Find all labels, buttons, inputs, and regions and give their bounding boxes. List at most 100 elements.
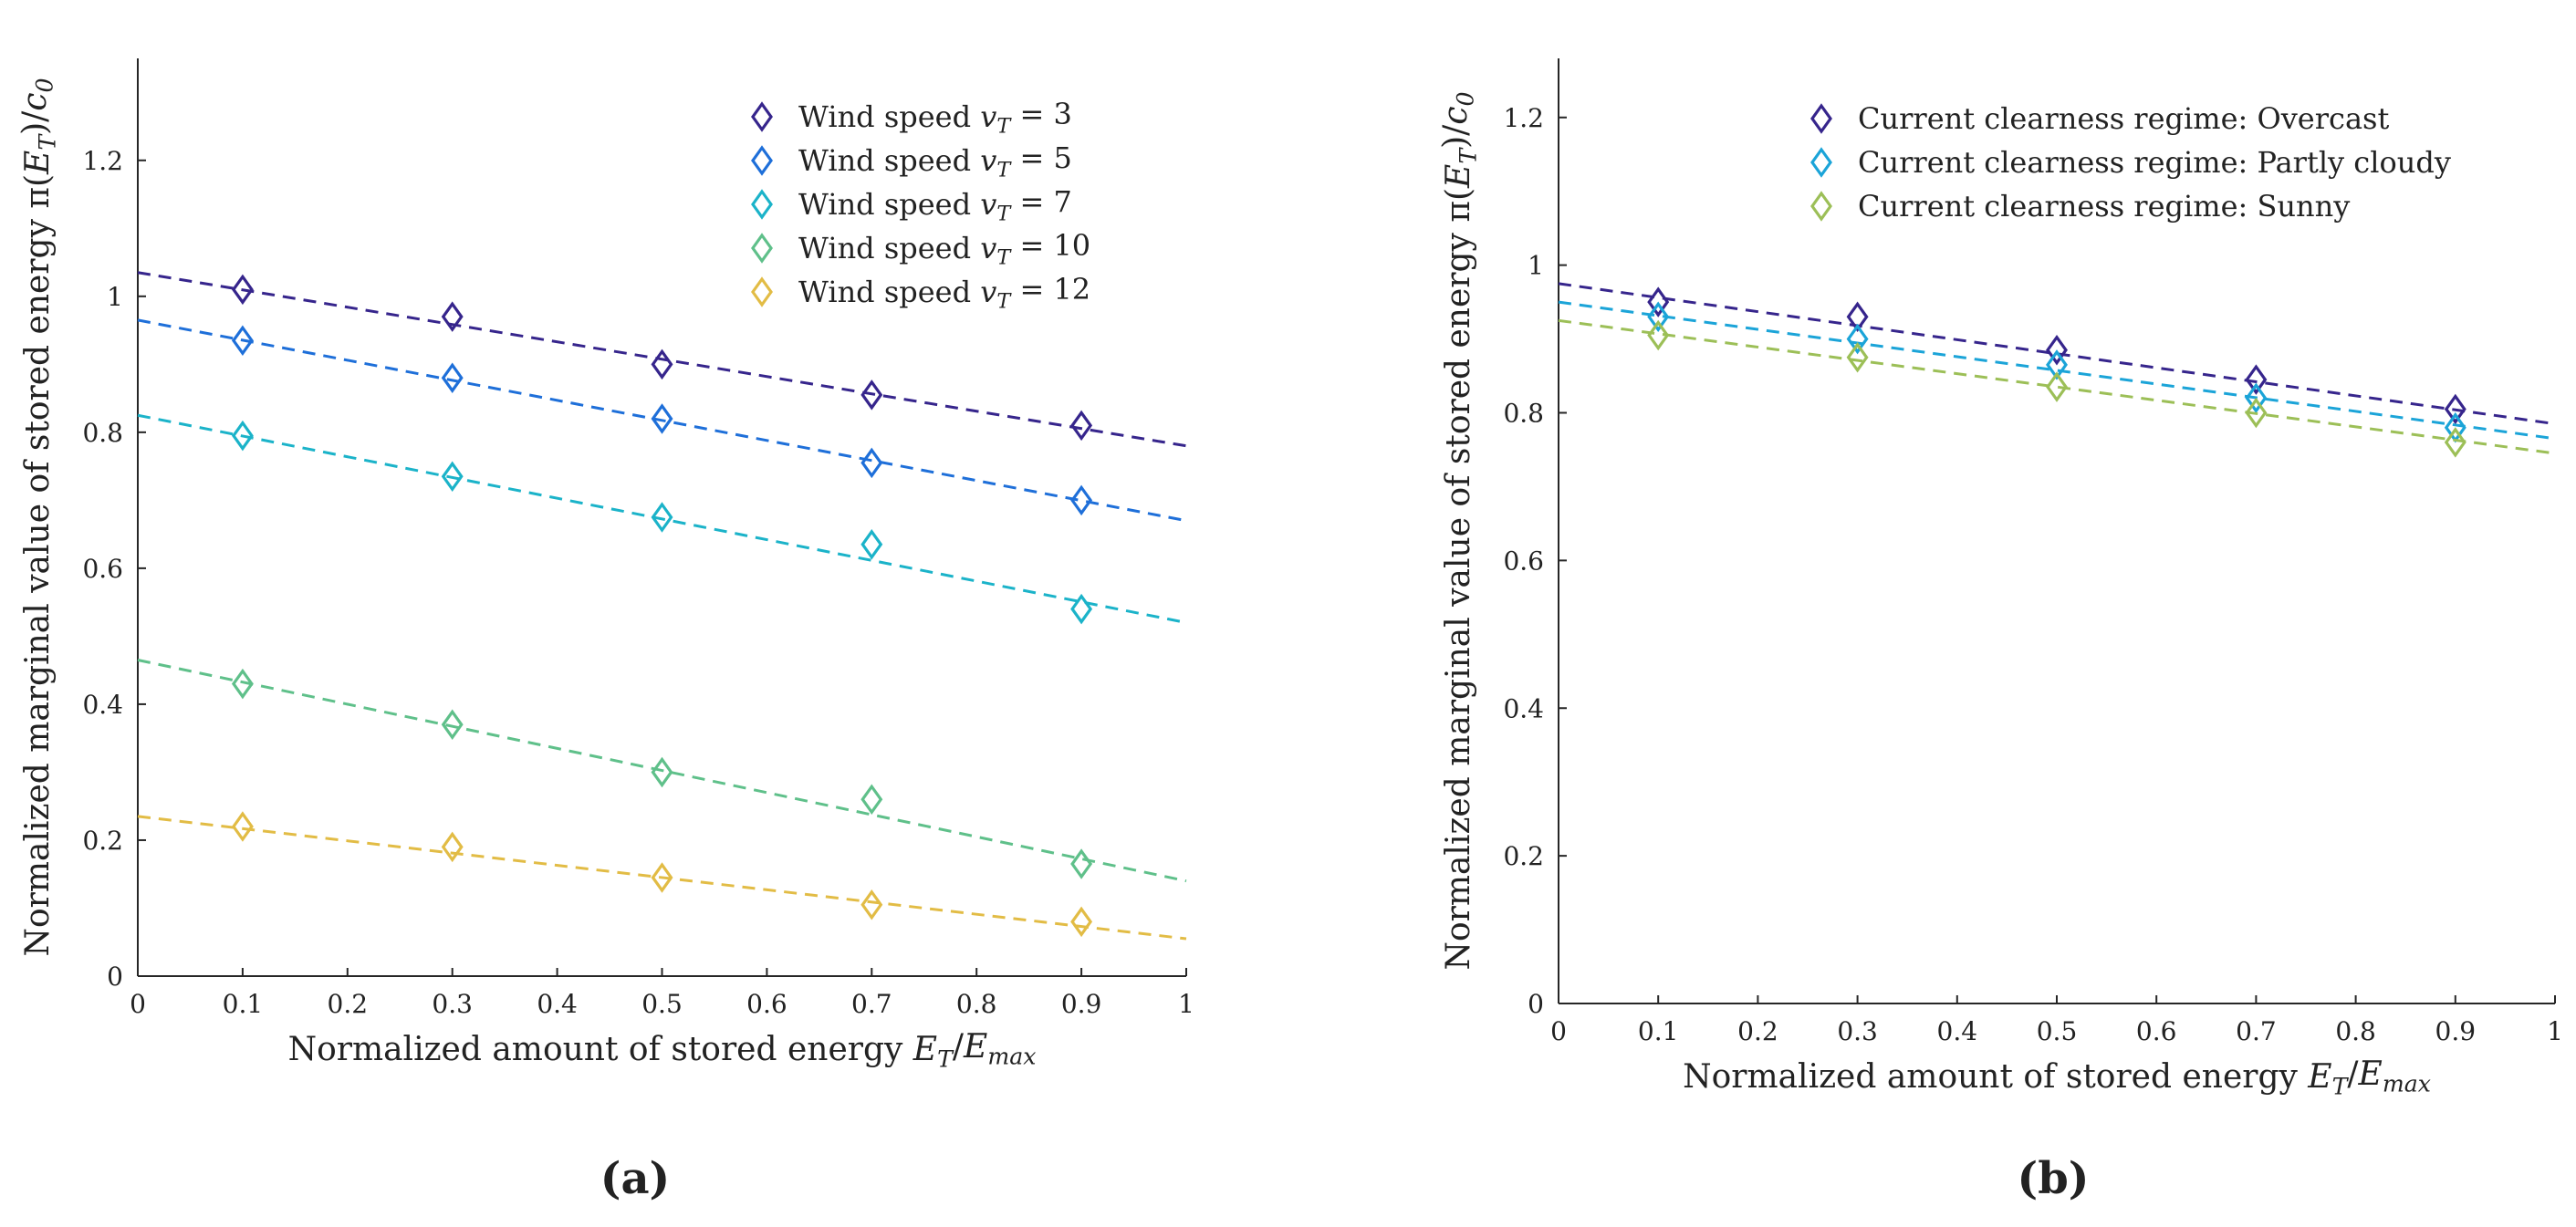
- x-tick-label: 0.8: [2335, 1016, 2376, 1046]
- data-point-marker: [2046, 349, 2068, 380]
- data-point-marker: [231, 274, 254, 306]
- panel-label: (b): [2018, 1153, 2090, 1204]
- x-tick-label: 0: [1550, 1016, 1567, 1046]
- data-point-marker: [1070, 593, 1093, 625]
- data-point-marker: [1070, 410, 1093, 442]
- data-point-marker: [651, 862, 673, 893]
- panel-label: (a): [600, 1153, 671, 1204]
- y-tick-label: 0: [107, 962, 123, 992]
- x-tick-label: 0: [130, 989, 146, 1019]
- series-fit-line: [137, 318, 1187, 523]
- data-point-marker: [441, 709, 464, 741]
- y-tick-label: 0: [1528, 989, 1544, 1019]
- data-point-marker: [2245, 382, 2268, 414]
- legend-entry: Current clearness regime: Overcast: [1858, 101, 2389, 136]
- x-axis-label: Normalized amount of stored energy ET​/E…: [288, 1028, 1037, 1073]
- x-tick-label: 0.7: [851, 989, 892, 1019]
- y-tick-label: 0.8: [1503, 399, 1544, 429]
- series-fit-line: [137, 815, 1187, 941]
- x-tick-label: 0.3: [1837, 1016, 1878, 1046]
- series-fit-line: [137, 413, 1187, 624]
- x-tick-label: 0.9: [2435, 1016, 2477, 1046]
- data-point-marker: [441, 362, 464, 393]
- y-tick-label: 0.8: [82, 418, 123, 448]
- data-point-marker: [231, 811, 254, 842]
- x-tick-label: 1: [1178, 989, 1194, 1019]
- x-tick-label: 0.6: [746, 989, 787, 1019]
- legend-marker: [1810, 103, 1832, 134]
- data-point-marker: [1846, 301, 1869, 333]
- legend-marker: [751, 233, 773, 264]
- x-tick-label: 1: [2547, 1016, 2563, 1046]
- legend-entry: Wind speed vT​ = 5: [798, 140, 1072, 182]
- chart-b: 0 0.1 0.2 0.3 0.4 0.5 0.6 0.7 0.8 0.9 1 0 0.2 0.4 0.6 0…: [1437, 58, 2563, 1204]
- legend-entry: Current clearness regime: Sunny: [1858, 189, 2350, 224]
- x-tick-label: 0.2: [1737, 1016, 1778, 1046]
- data-point-marker: [441, 461, 464, 493]
- data-point-marker: [651, 348, 673, 380]
- data-point-marker: [1070, 906, 1093, 938]
- x-tick-label: 0.6: [2136, 1016, 2177, 1046]
- x-tick-label: 0.5: [2037, 1016, 2078, 1046]
- series-fit-line: [137, 659, 1187, 883]
- data-point-marker: [651, 502, 673, 533]
- y-axis-label: Normalized marginal value of stored ener…: [1437, 91, 1482, 970]
- data-point-marker: [860, 529, 883, 560]
- data-point-marker: [231, 325, 254, 357]
- y-tick-label: 0.2: [1503, 841, 1544, 871]
- data-point-marker: [441, 831, 464, 863]
- x-tick-label: 0.3: [432, 989, 473, 1019]
- legend-marker: [1810, 147, 1832, 178]
- data-point-marker: [1647, 301, 1670, 333]
- data-point-marker: [1070, 848, 1093, 879]
- y-tick-label: 1: [1528, 251, 1544, 281]
- x-tick-label: 0.4: [1937, 1016, 1978, 1046]
- y-tick-label: 0.6: [1503, 546, 1544, 576]
- data-point-marker: [1846, 342, 1869, 373]
- data-point-marker: [441, 301, 464, 332]
- data-point-marker: [1647, 286, 1670, 317]
- x-tick-label: 0.4: [537, 989, 578, 1019]
- legend-entry: Wind speed vT​ = 12: [798, 272, 1090, 314]
- data-point-marker: [231, 420, 254, 452]
- x-tick-label: 0.8: [956, 989, 997, 1019]
- x-tick-label: 0.1: [223, 989, 264, 1019]
- legend-marker: [1810, 191, 1832, 222]
- data-point-marker: [651, 403, 673, 434]
- x-tick-label: 0.2: [328, 989, 369, 1019]
- y-tick-label: 1: [107, 282, 123, 312]
- data-point-marker: [2444, 427, 2466, 458]
- data-point-marker: [2046, 371, 2068, 402]
- data-point-marker: [231, 668, 254, 700]
- data-point-marker: [860, 447, 883, 479]
- data-point-marker: [1070, 484, 1093, 516]
- chart-a: 0 0.1 0.2 0.3 0.4 0.5 0.6 0.7 0.8 0.9 1 0 0.2 0.4 0.6 0…: [16, 58, 1194, 1204]
- x-axis-label: Normalized amount of stored energy ET​/E…: [1683, 1055, 2431, 1100]
- data-point-marker: [2245, 364, 2268, 395]
- y-tick-label: 0.4: [82, 690, 123, 720]
- series-fit-line: [1558, 300, 2556, 441]
- data-point-marker: [860, 380, 883, 411]
- x-tick-label: 0.9: [1061, 989, 1102, 1019]
- legend-marker: [751, 276, 773, 307]
- legend-entry: Wind speed vT​ = 10: [798, 228, 1090, 270]
- y-tick-label: 1.2: [82, 146, 123, 176]
- legend-marker: [751, 189, 773, 220]
- legend-marker: [751, 145, 773, 176]
- y-axis-label: Normalized marginal value of stored ener…: [16, 78, 61, 956]
- y-tick-label: 0.6: [82, 554, 123, 584]
- legend-entry: Current clearness regime: Partly cloudy: [1858, 145, 2451, 180]
- data-point-marker: [2245, 397, 2268, 429]
- series-fit-line: [1558, 318, 2556, 455]
- x-tick-label: 0.7: [2236, 1016, 2277, 1046]
- legend-entry: Wind speed vT​ = 7: [798, 184, 1072, 226]
- series-fit-line: [137, 271, 1187, 448]
- y-tick-label: 0.2: [82, 826, 123, 856]
- data-point-marker: [2046, 334, 2068, 366]
- y-tick-label: 1.2: [1503, 103, 1544, 133]
- legend-entry: Wind speed vT​ = 3: [798, 97, 1072, 139]
- legend-marker: [751, 101, 773, 132]
- y-tick-label: 0.4: [1503, 693, 1544, 723]
- data-point-marker: [860, 889, 883, 920]
